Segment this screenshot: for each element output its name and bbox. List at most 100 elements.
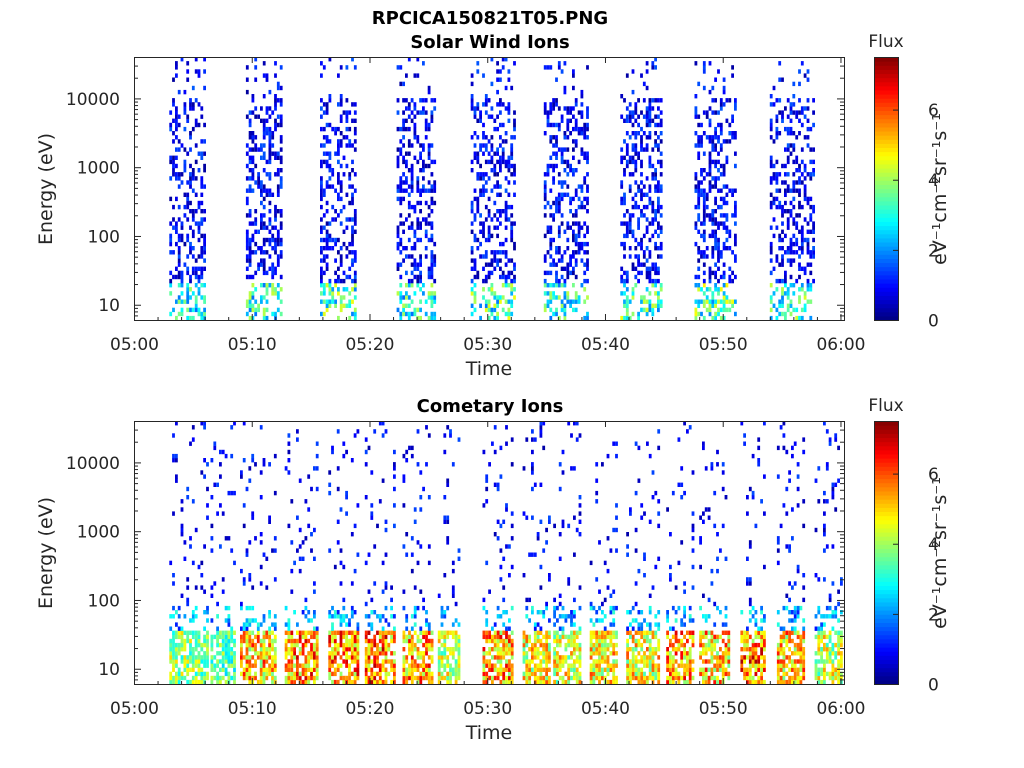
heatmap-cell	[446, 675, 450, 681]
heatmap-cell	[507, 106, 511, 111]
heatmap-cell	[430, 200, 434, 206]
heatmap-cell	[564, 655, 568, 660]
heatmap-cell	[572, 229, 575, 234]
heatmap-cell	[580, 258, 584, 263]
heatmap-cell	[694, 241, 698, 247]
heatmap-cell	[334, 241, 337, 247]
heatmap-cell	[296, 659, 299, 664]
heatmap-cell	[271, 667, 274, 672]
heatmap-cell	[615, 679, 618, 685]
heatmap-cell	[339, 139, 343, 144]
heatmap-cell	[206, 605, 209, 611]
heatmap-cell	[197, 151, 201, 156]
heatmap-cell	[728, 266, 732, 271]
heatmap-cell	[510, 287, 514, 292]
heatmap-cell	[798, 229, 801, 234]
heatmap-cell	[370, 470, 374, 475]
heatmap-cell	[479, 163, 482, 169]
heatmap-cell	[169, 270, 173, 276]
heatmap-cell	[508, 618, 511, 623]
heatmap-cell	[446, 659, 450, 664]
heatmap-cell	[334, 126, 337, 132]
heatmap-cell	[172, 642, 175, 648]
heatmap-cell	[553, 659, 556, 664]
heatmap-cell	[598, 540, 601, 545]
heatmap-cell	[719, 254, 723, 259]
heatmap-cell	[203, 651, 206, 656]
heatmap-cell	[183, 675, 187, 681]
heatmap-cell	[563, 147, 567, 152]
heatmap-cell	[714, 221, 717, 226]
heatmap-cell	[433, 180, 437, 185]
heatmap-cell	[557, 126, 561, 132]
heatmap-cell	[722, 102, 726, 107]
heatmap-cell	[778, 172, 782, 177]
heatmap-cell	[719, 213, 723, 218]
heatmap-cell	[262, 458, 266, 463]
heatmap-cell	[769, 192, 773, 197]
heatmap-cell	[457, 548, 461, 553]
heatmap-cell	[451, 651, 455, 656]
heatmap-cell	[402, 647, 406, 652]
heatmap-cell	[508, 667, 511, 672]
heatmap-cell	[496, 675, 500, 681]
heatmap-cell	[508, 671, 511, 677]
heatmap-cell	[563, 266, 567, 271]
heatmap-cell	[248, 147, 252, 152]
heatmap-cell	[496, 250, 499, 255]
heatmap-cell	[546, 299, 550, 304]
heatmap-cell	[370, 622, 374, 627]
heatmap-cell	[251, 98, 255, 103]
heatmap-cell	[528, 634, 531, 640]
heatmap-cell	[577, 246, 581, 251]
heatmap-cell	[337, 287, 340, 292]
heatmap-cell	[606, 585, 610, 590]
heatmap-cell	[612, 667, 616, 672]
heatmap-cell	[795, 278, 799, 284]
heatmap-cell	[274, 311, 277, 317]
heatmap-cell	[446, 647, 450, 652]
heatmap-cell	[553, 630, 556, 635]
heatmap-cell	[189, 98, 192, 103]
heatmap-cell	[556, 634, 559, 640]
heatmap-cell	[224, 630, 228, 635]
heatmap-cell	[422, 651, 425, 656]
heatmap-cell	[213, 675, 217, 681]
heatmap-cell	[714, 176, 717, 181]
heatmap-cell	[795, 221, 799, 226]
heatmap-cell	[809, 213, 813, 218]
heatmap-cell	[433, 291, 437, 296]
heatmap-cell	[595, 630, 599, 635]
heatmap-cell	[449, 663, 452, 668]
heatmap-cell	[634, 254, 638, 259]
heatmap-cell	[654, 114, 657, 119]
heatmap-cell	[580, 110, 584, 115]
heatmap-cell	[781, 254, 784, 259]
heatmap-cell	[781, 180, 784, 185]
heatmap-cell	[274, 237, 277, 243]
heatmap-cell	[399, 315, 403, 321]
heatmap-cell	[451, 568, 455, 574]
heatmap-cell	[812, 159, 815, 165]
heatmap-cell	[290, 647, 294, 652]
heatmap-cell	[612, 679, 616, 685]
heatmap-cell	[416, 307, 420, 313]
heatmap-cell	[592, 679, 596, 685]
heatmap-cell	[416, 200, 420, 206]
heatmap-cell	[315, 663, 319, 668]
heatmap-cell	[331, 605, 334, 611]
heatmap-cell	[714, 147, 717, 152]
heatmap-cell	[206, 655, 209, 660]
heatmap-cell	[592, 634, 596, 640]
heatmap-cell	[254, 634, 257, 640]
heatmap-cell	[245, 659, 249, 664]
heatmap-cell	[775, 172, 779, 177]
heatmap-cell	[809, 315, 813, 321]
heatmap-cell	[784, 270, 787, 276]
heatmap-cell	[499, 548, 503, 553]
heatmap-cell	[784, 315, 787, 321]
heatmap-cell	[169, 126, 173, 132]
heatmap-cell	[424, 221, 428, 226]
heatmap-cell	[586, 184, 589, 189]
heatmap-cell	[557, 122, 561, 128]
